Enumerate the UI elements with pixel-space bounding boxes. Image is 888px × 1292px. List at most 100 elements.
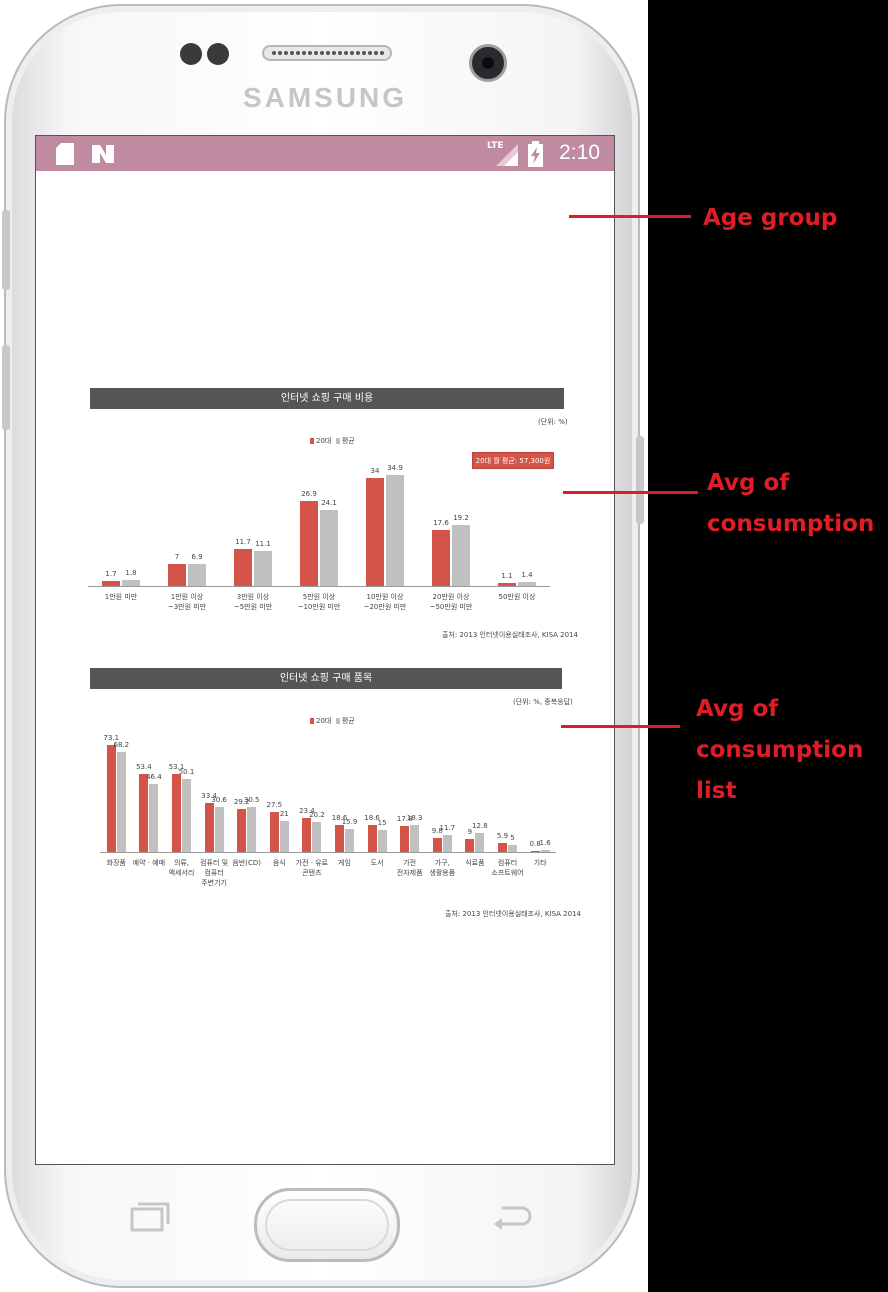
chart2-bar-20s — [269, 811, 279, 852]
chart2-data-label: 27.5 — [266, 800, 283, 809]
chart2-data-label: 0.8 — [529, 839, 541, 848]
chart1-data-label: 1.1 — [501, 571, 513, 580]
chart1-bar-20s — [168, 563, 186, 586]
chart2-bar-avg — [149, 783, 159, 852]
sdcard-icon — [56, 143, 74, 165]
annotation-pointer-age-group — [569, 215, 691, 218]
chart1-legend-20s: 20대 — [316, 437, 332, 445]
chart2-bar-avg — [312, 822, 322, 852]
chart1-data-label: 11.1 — [255, 539, 271, 548]
home-button[interactable] — [254, 1188, 400, 1262]
chart1-category-label: 10만원 이상 ~20만원 미만 — [363, 593, 407, 611]
chart2-data-label: 73.1 — [103, 733, 120, 742]
annotation-pointer-avg-consumption-list — [561, 725, 680, 728]
chart2-bar-20s — [172, 774, 181, 852]
chart2-bar-20s — [498, 843, 507, 852]
chart2-category-label: 컴퓨터 소프트웨어 — [491, 859, 524, 877]
power-button[interactable] — [636, 436, 644, 524]
recents-icon[interactable] — [128, 1200, 172, 1234]
chart1-data-label: 7 — [174, 552, 180, 561]
chart1-data-label: 6.9 — [191, 553, 203, 562]
chart1-bar-avg — [320, 509, 338, 586]
chart2-data-label: 9.8 — [431, 826, 443, 835]
speaker-hole — [326, 51, 330, 55]
status-bar: LTE 2:10 — [36, 136, 614, 171]
speaker-hole — [290, 51, 294, 55]
chart2-category-label: 가구, 생활용품 — [429, 859, 456, 877]
chart2-data-label: 30.6 — [211, 796, 227, 805]
chart2-bar-20s — [106, 744, 116, 852]
chart2-category-label: 게임 — [338, 859, 351, 867]
chart2-bar-avg — [508, 844, 517, 852]
chart2-data-label: 12.8 — [472, 822, 488, 831]
volume-button[interactable] — [2, 210, 10, 290]
chart2-category-label: 음식 — [272, 859, 286, 867]
battery-charging-icon — [528, 141, 543, 167]
bixby-button[interactable] — [2, 345, 10, 430]
chart2-bar-20s — [204, 803, 214, 852]
speaker-hole — [320, 51, 324, 55]
speaker-hole — [332, 51, 336, 55]
chart2-category-label: 컴퓨터 및 컴퓨터 주변기기 — [200, 859, 229, 887]
signal-icon — [496, 144, 518, 166]
chart1-legend: 20대 평균 — [310, 436, 355, 446]
chart2-data-label: 21 — [279, 810, 289, 819]
chart1-bar-20s — [102, 580, 120, 586]
chart1-source: 출처: 2013 인터넷이용실태조사, KISA 2014 — [442, 631, 578, 639]
chart2-bar-avg — [345, 828, 354, 852]
chart2-bar-avg — [377, 830, 387, 852]
chart1-title: 인터넷 쇼핑 구매 비용 — [90, 388, 564, 409]
speaker-hole — [374, 51, 378, 55]
chart2-data-label: 9 — [467, 827, 473, 836]
chart2-category-label: 가전 · 유료 콘텐츠 — [295, 859, 329, 877]
chart2-data-label: 15 — [377, 819, 387, 827]
chart1-data-label: 11.7 — [235, 537, 251, 546]
chart1-bar-avg — [122, 580, 140, 586]
chart1-category-label: 20만원 이상 ~50만원 미만 — [429, 593, 473, 611]
annotation-pointer-avg-consumption — [563, 491, 698, 494]
chart1-unit-label: (단위: %) — [538, 418, 568, 426]
chart1-bar-avg — [254, 550, 272, 586]
chart1-data-label: 34.9 — [387, 464, 403, 473]
chart1-bar-avg — [518, 581, 536, 586]
chart2-bar-avg — [475, 833, 485, 852]
chart1-data-label: 24.1 — [321, 498, 337, 507]
chart1-data-label: 34 — [370, 467, 380, 476]
back-icon[interactable] — [490, 1200, 534, 1234]
speaker-hole — [272, 51, 276, 55]
chart2-category-label: 가전 전자제품 — [396, 859, 423, 877]
speaker-hole — [362, 51, 366, 55]
chart2-data-label: 50.1 — [178, 767, 195, 776]
chart2-data-label: 53.1 — [168, 763, 185, 772]
chart2-title: 인터넷 쇼핑 구매 품목 — [90, 668, 562, 689]
chart1-average-badge: 20대 월 평균: 57,300원 — [472, 452, 554, 469]
chart2-bar-20s — [400, 825, 410, 852]
chart2-data-label: 5.9 — [496, 832, 509, 841]
speaker-hole — [380, 51, 384, 55]
chart1-bar-avg — [386, 475, 404, 586]
speaker-hole — [284, 51, 288, 55]
chart1-data-label: 1.8 — [125, 569, 137, 578]
chart2-category-label: 기타 — [533, 859, 547, 867]
chart1-data-label: 19.2 — [453, 514, 469, 523]
annotation-avg-consumption-list: Avg of consumption list — [696, 696, 864, 804]
annotation-age-group: Age group — [703, 205, 838, 231]
chart2-bar-20s — [335, 824, 344, 852]
n-notification-icon — [92, 145, 114, 163]
speaker-hole — [344, 51, 348, 55]
chart2-bar-20s — [237, 809, 247, 852]
chart2-bar-20s — [530, 850, 540, 852]
chart1-bar-20s — [234, 548, 252, 586]
chart1-bar-20s — [498, 582, 516, 586]
chart2-category-label: 도서 — [370, 859, 384, 867]
chart1-bar-avg — [188, 564, 206, 586]
chart1-data-label: 17.6 — [433, 519, 449, 528]
chart1-bar-20s — [300, 500, 318, 586]
speaker-hole — [356, 51, 360, 55]
chart2-bar-20s — [139, 773, 149, 852]
speaker-hole — [350, 51, 354, 55]
chart2-category-label: 음반(CD) — [232, 859, 261, 867]
chart2-data-label: 18.3 — [406, 814, 423, 823]
proximity-sensor — [180, 43, 202, 65]
chart2-data-label: 33.4 — [201, 792, 217, 800]
